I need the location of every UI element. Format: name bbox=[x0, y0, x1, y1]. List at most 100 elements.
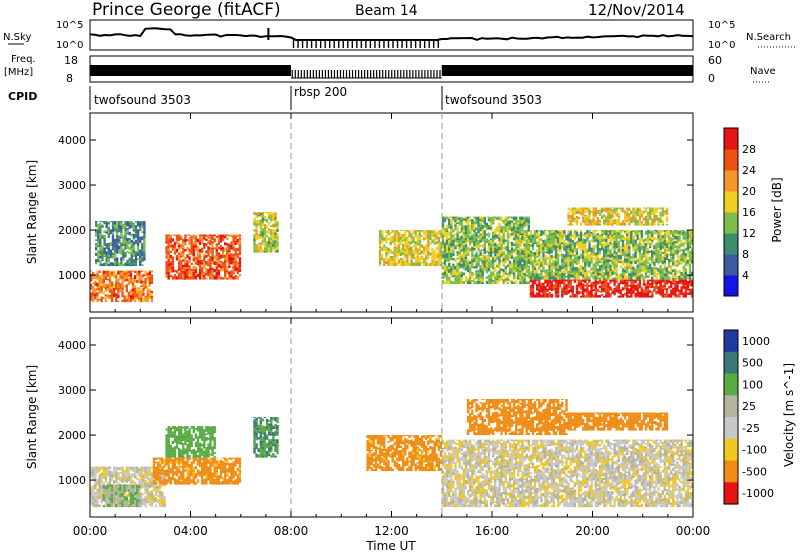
heatmap-cell-power-5 bbox=[498, 256, 501, 259]
heatmap-cell-power-8 bbox=[628, 208, 631, 211]
heatmap-cell-power-5 bbox=[464, 263, 468, 266]
heatmap-cell-velocity-0 bbox=[121, 480, 124, 483]
heatmap-cell-power-8 bbox=[628, 222, 631, 226]
heatmap-cell-power-7 bbox=[556, 230, 560, 234]
heatmap-cell-power-0 bbox=[115, 293, 118, 296]
heatmap-cell-power-7 bbox=[603, 272, 606, 275]
heatmap-cell-power-8 bbox=[592, 207, 595, 211]
heatmap-cell-power-6 bbox=[538, 286, 541, 289]
heatmap-cell-power-7 bbox=[598, 236, 602, 241]
heatmap-cell-power-7 bbox=[584, 251, 587, 254]
heatmap-cell-power-7 bbox=[623, 251, 627, 254]
heatmap-cell-power-3 bbox=[268, 216, 271, 220]
heatmap-cell-power-7 bbox=[636, 233, 639, 235]
heatmap-cell-power-7 bbox=[521, 248, 524, 251]
heatmap-cell-power-7 bbox=[607, 244, 610, 247]
heatmap-cell-power-0 bbox=[125, 288, 128, 293]
heatmap-cell-power-6 bbox=[670, 289, 673, 292]
heatmap-cell-power-6 bbox=[569, 281, 572, 286]
heatmap-cell-power-7 bbox=[521, 231, 524, 234]
heatmap-cell-power-4 bbox=[395, 230, 399, 232]
heatmap-cell-power-7 bbox=[640, 234, 644, 238]
heatmap-cell-power-8 bbox=[588, 215, 591, 217]
heatmap-cell-power-8 bbox=[619, 222, 623, 226]
heatmap-cell-power-7 bbox=[644, 238, 648, 242]
heatmap-cell-power-7 bbox=[682, 232, 685, 235]
heatmap-cell-power-7 bbox=[548, 244, 551, 248]
freq-tick-lo: 8 bbox=[66, 72, 73, 85]
heatmap-cell-power-7 bbox=[678, 259, 681, 262]
heatmap-cell-power-5 bbox=[515, 256, 518, 259]
heatmap-cell-power-0 bbox=[131, 285, 135, 289]
heatmap-cell-power-5 bbox=[485, 241, 489, 243]
heatmap-cell-power-4 bbox=[431, 239, 434, 243]
heatmap-cell-power-8 bbox=[571, 207, 574, 210]
heatmap-cell-power-4 bbox=[437, 264, 440, 267]
heatmap-cell-power-7 bbox=[519, 265, 522, 269]
heatmap-cell-velocity-0 bbox=[94, 483, 97, 487]
heatmap-cell-power-7 bbox=[561, 275, 564, 279]
heatmap-cell-power-2 bbox=[228, 252, 231, 255]
heatmap-cell-power-4 bbox=[429, 262, 432, 267]
heatmap-cell-power-1 bbox=[95, 229, 98, 233]
heatmap-cell-power-4 bbox=[393, 248, 396, 253]
heatmap-cell-power-5 bbox=[525, 218, 528, 220]
heatmap-cell-power-2 bbox=[215, 268, 218, 272]
heatmap-cell-power-7 bbox=[538, 239, 541, 243]
heatmap-cell-power-8 bbox=[569, 215, 572, 219]
heatmap-cell-power-7 bbox=[672, 231, 675, 235]
heatmap-cell-power-7 bbox=[688, 254, 692, 258]
heatmap-cell-power-2 bbox=[219, 245, 223, 248]
heatmap-cell-power-5 bbox=[462, 253, 466, 256]
heatmap-cell-power-1 bbox=[122, 263, 125, 267]
heatmap-cell-power-5 bbox=[454, 244, 457, 247]
heatmap-cell-power-3 bbox=[274, 223, 277, 228]
heatmap-cell-power-4 bbox=[397, 235, 401, 239]
heatmap-cell-power-0 bbox=[136, 287, 139, 291]
heatmap-cell-power-4 bbox=[418, 245, 422, 249]
heatmap-cell-power-0 bbox=[131, 293, 135, 297]
heatmap-cell-power-6 bbox=[684, 279, 687, 283]
heatmap-cell-power-3 bbox=[276, 242, 279, 246]
heatmap-cell-power-0 bbox=[104, 287, 108, 289]
heatmap-cell-power-7 bbox=[684, 240, 687, 244]
heatmap-cell-power-3 bbox=[253, 229, 256, 232]
heatmap-cell-power-6 bbox=[678, 294, 681, 298]
heatmap-cell-velocity-0 bbox=[108, 474, 112, 477]
heatmap-cell-power-0 bbox=[134, 298, 137, 300]
heatmap-cell-power-7 bbox=[569, 253, 572, 255]
heatmap-cell-power-7 bbox=[607, 230, 610, 233]
heatmap-cell-power-7 bbox=[617, 232, 620, 236]
heatmap-cell-velocity-0 bbox=[121, 466, 124, 469]
heatmap-cell-velocity-0 bbox=[104, 476, 108, 481]
heatmap-cell-power-0 bbox=[127, 291, 131, 295]
heatmap-cell-power-2 bbox=[209, 236, 212, 240]
heatmap-cell-power-4 bbox=[420, 230, 424, 232]
heatmap-cell-power-7 bbox=[571, 234, 574, 236]
heatmap-cell-power-3 bbox=[274, 240, 277, 244]
heatmap-cell-power-7 bbox=[603, 268, 606, 270]
heatmap-cell-power-7 bbox=[667, 258, 671, 262]
heatmap-cell-power-6 bbox=[559, 284, 562, 288]
heatmap-cell-power-7 bbox=[626, 253, 629, 257]
heatmap-cell-power-4 bbox=[422, 230, 426, 232]
heatmap-cell-power-5 bbox=[504, 216, 507, 219]
heatmap-cell-power-6 bbox=[611, 291, 614, 294]
heatmap-cell-power-4 bbox=[431, 259, 434, 264]
heatmap-cell-power-7 bbox=[548, 260, 551, 263]
heatmap-cell-power-4 bbox=[385, 230, 388, 232]
heatmap-cell-power-6 bbox=[571, 287, 574, 290]
heatmap-cell-power-5 bbox=[477, 216, 480, 218]
heatmap-cell-power-7 bbox=[529, 240, 533, 243]
heatmap-cell-power-1 bbox=[109, 221, 113, 223]
heatmap-cell-power-7 bbox=[586, 259, 589, 264]
heatmap-cell-power-7 bbox=[567, 238, 570, 242]
heatmap-cell-power-7 bbox=[623, 254, 627, 257]
heatmap-cell-power-0 bbox=[96, 270, 99, 274]
heatmap-cell-power-1 bbox=[141, 221, 144, 223]
heatmap-cell-power-6 bbox=[655, 285, 658, 290]
heatmap-cell-power-5 bbox=[515, 227, 518, 231]
heatmap-cell-power-7 bbox=[670, 255, 673, 258]
heatmap-cell-velocity-1 bbox=[108, 497, 112, 501]
heatmap-cell-power-7 bbox=[607, 274, 610, 277]
